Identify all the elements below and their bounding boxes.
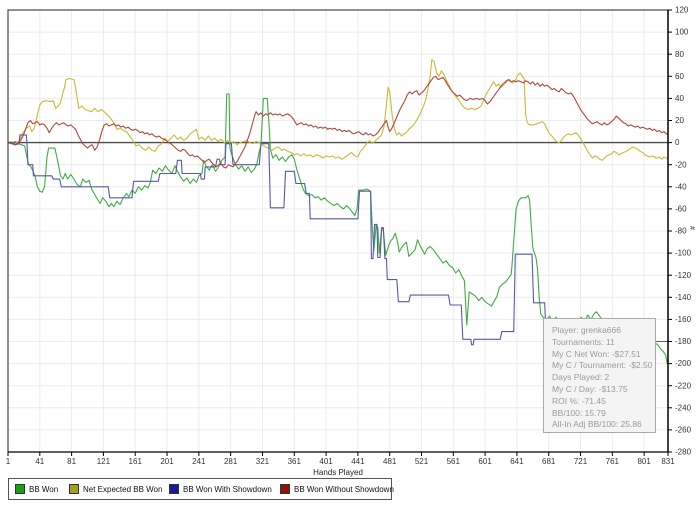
x-tick-label: 441: [351, 457, 365, 466]
y-tick-label: -220: [675, 381, 692, 390]
y-tick-label: 100: [675, 28, 689, 37]
y-tick-label: -120: [675, 271, 692, 280]
y-tick-label: 0: [675, 138, 680, 147]
y-tick-label: 40: [675, 94, 684, 103]
series-line-1: [7, 59, 669, 161]
series-line-2: [8, 134, 668, 346]
x-tick-label: 721: [574, 457, 588, 466]
tooltip-stat-line: Days Played: 2: [552, 372, 610, 383]
tooltip-stat-line: Player: grenka666: [552, 325, 621, 335]
x-tick-label: 201: [160, 457, 174, 466]
legend-label: BB Won With Showdown: [183, 484, 272, 494]
x-tick-label: 1: [6, 457, 11, 466]
x-tick-label: 561: [447, 457, 461, 466]
legend-swatch-icon: [69, 484, 79, 494]
series-line-3: [7, 75, 669, 169]
x-tick-label: 281: [224, 457, 238, 466]
x-tick-label: 801: [637, 457, 651, 466]
tooltip-stat-line: Tournaments: 11: [552, 336, 615, 347]
x-tick-label: 321: [256, 457, 270, 466]
x-tick-label: 601: [478, 457, 492, 466]
y-tick-label: -160: [675, 315, 692, 324]
x-tick-label: 831: [661, 457, 675, 466]
y-tick-label: 60: [675, 72, 684, 81]
x-tick-label: 521: [415, 457, 429, 466]
legend-item: BB Won: [15, 479, 58, 499]
legend-swatch-icon: [169, 484, 179, 494]
x-tick-label: 361: [288, 457, 302, 466]
legend-item: Net Expected BB Won: [69, 479, 162, 499]
x-tick-label: 401: [319, 457, 333, 466]
y-tick-label: -140: [675, 293, 692, 302]
tooltip-stat-line: BB/100: 15.79: [552, 407, 606, 418]
x-tick-label: 481: [383, 457, 397, 466]
y-tick-label: 80: [675, 50, 684, 59]
y-tick-label: -200: [675, 359, 692, 368]
y-tick-label: -240: [675, 403, 692, 412]
tooltip-stat-line: All-In Adj BB/100: 25.86: [552, 419, 642, 430]
y-tick-label: -280: [675, 448, 692, 457]
x-tick-label: 161: [129, 457, 143, 466]
chart-legend: BB Won Net Expected BB Won BB Won With Sho…: [8, 478, 394, 500]
y-tick-label: 20: [675, 116, 684, 125]
legend-item: BB Won With Showdown: [169, 479, 272, 499]
y-tick-label: -180: [675, 337, 692, 346]
x-tick-label: 81: [67, 457, 76, 466]
y-tick-label: -80: [675, 227, 687, 236]
legend-swatch-icon: [280, 484, 290, 494]
y-tick-label: -60: [675, 205, 687, 214]
legend-label: BB Won Without Showdown: [294, 484, 394, 494]
x-tick-label: 241: [192, 457, 206, 466]
legend-label: BB Won: [29, 484, 59, 494]
x-tick-label: 761: [606, 457, 620, 466]
y-tick-label: -100: [675, 249, 692, 258]
y-tick-label: -40: [675, 182, 687, 191]
legend-item: BB Won Without Showdown: [280, 479, 394, 499]
x-tick-label: 681: [542, 457, 556, 466]
stats-tooltip: Player: grenka666 Tournaments: 11 My C Net…: [543, 318, 656, 433]
tooltip-stat-line: My C / Tournament: -$2.50: [552, 360, 653, 371]
legend-label: Net Expected BB Won: [83, 484, 163, 494]
x-axis-title: Hands Played: [313, 468, 363, 477]
tooltip-stat-line: My C Net Won: -$27.51: [552, 348, 641, 359]
x-tick-label: 121: [97, 457, 111, 466]
x-tick-label: 41: [35, 457, 44, 466]
tooltip-stat-line: ROI %: -71.45: [552, 395, 606, 406]
tooltip-stat-line: My C / Day: -$13.75: [552, 383, 628, 394]
y-tick-label: 120: [675, 6, 689, 15]
y-tick-label: -20: [675, 160, 687, 169]
y-tick-label: -260: [675, 426, 692, 435]
legend-swatch-icon: [15, 484, 25, 494]
x-tick-label: 641: [510, 457, 524, 466]
y-axis-title: #: [688, 226, 695, 230]
